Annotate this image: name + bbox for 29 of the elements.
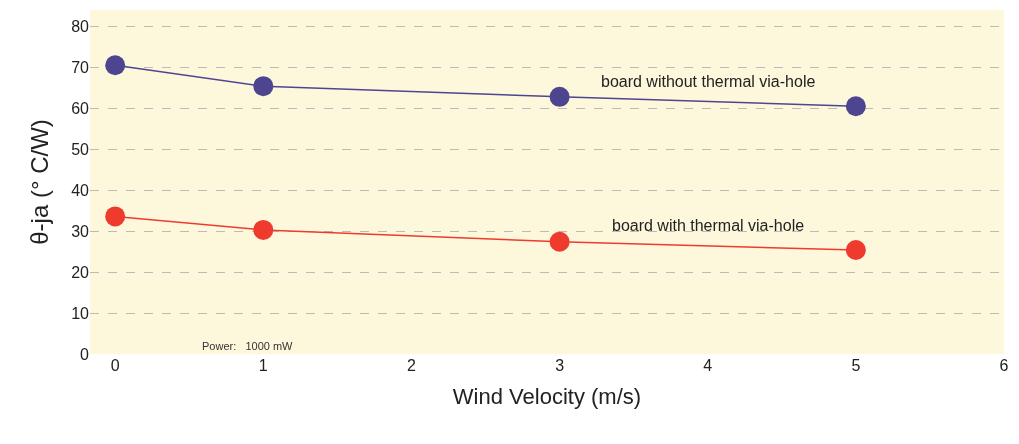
x-tick-label: 4: [703, 357, 713, 374]
x-tick-label: 5: [851, 357, 861, 374]
point: [253, 76, 274, 97]
y-tick-label: 80: [71, 17, 90, 35]
y-tick-label: 0: [80, 345, 90, 363]
point: [549, 231, 570, 252]
x-tick-label: 0: [110, 357, 120, 374]
x-axis-title: Wind Velocity (m/s): [452, 383, 642, 409]
y-tick-label: 50: [71, 140, 90, 158]
x-tick-label: 3: [555, 357, 565, 374]
point: [105, 206, 126, 227]
point: [845, 239, 866, 260]
y-tick-label: 60: [71, 99, 90, 117]
y-axis-title: θ-ja (° C/W): [26, 119, 54, 245]
point: [549, 86, 570, 107]
y-tick-label: 20: [71, 263, 90, 281]
point: [253, 219, 274, 240]
annotation: Power: 1000 mW: [202, 340, 294, 352]
y-tick-label: 70: [71, 58, 90, 76]
y-tick-label: 10: [71, 304, 90, 322]
x-tick-label: 2: [407, 357, 417, 374]
x-tick-label: 6: [999, 357, 1009, 374]
y-tick-label: 30: [71, 222, 90, 240]
series-label: board with thermal via-hole: [612, 217, 805, 234]
point: [845, 96, 866, 117]
x-tick-label: 1: [258, 357, 268, 374]
point: [105, 55, 126, 76]
y-tick-label: 40: [71, 181, 90, 199]
series-label: board without thermal via-hole: [601, 73, 816, 90]
